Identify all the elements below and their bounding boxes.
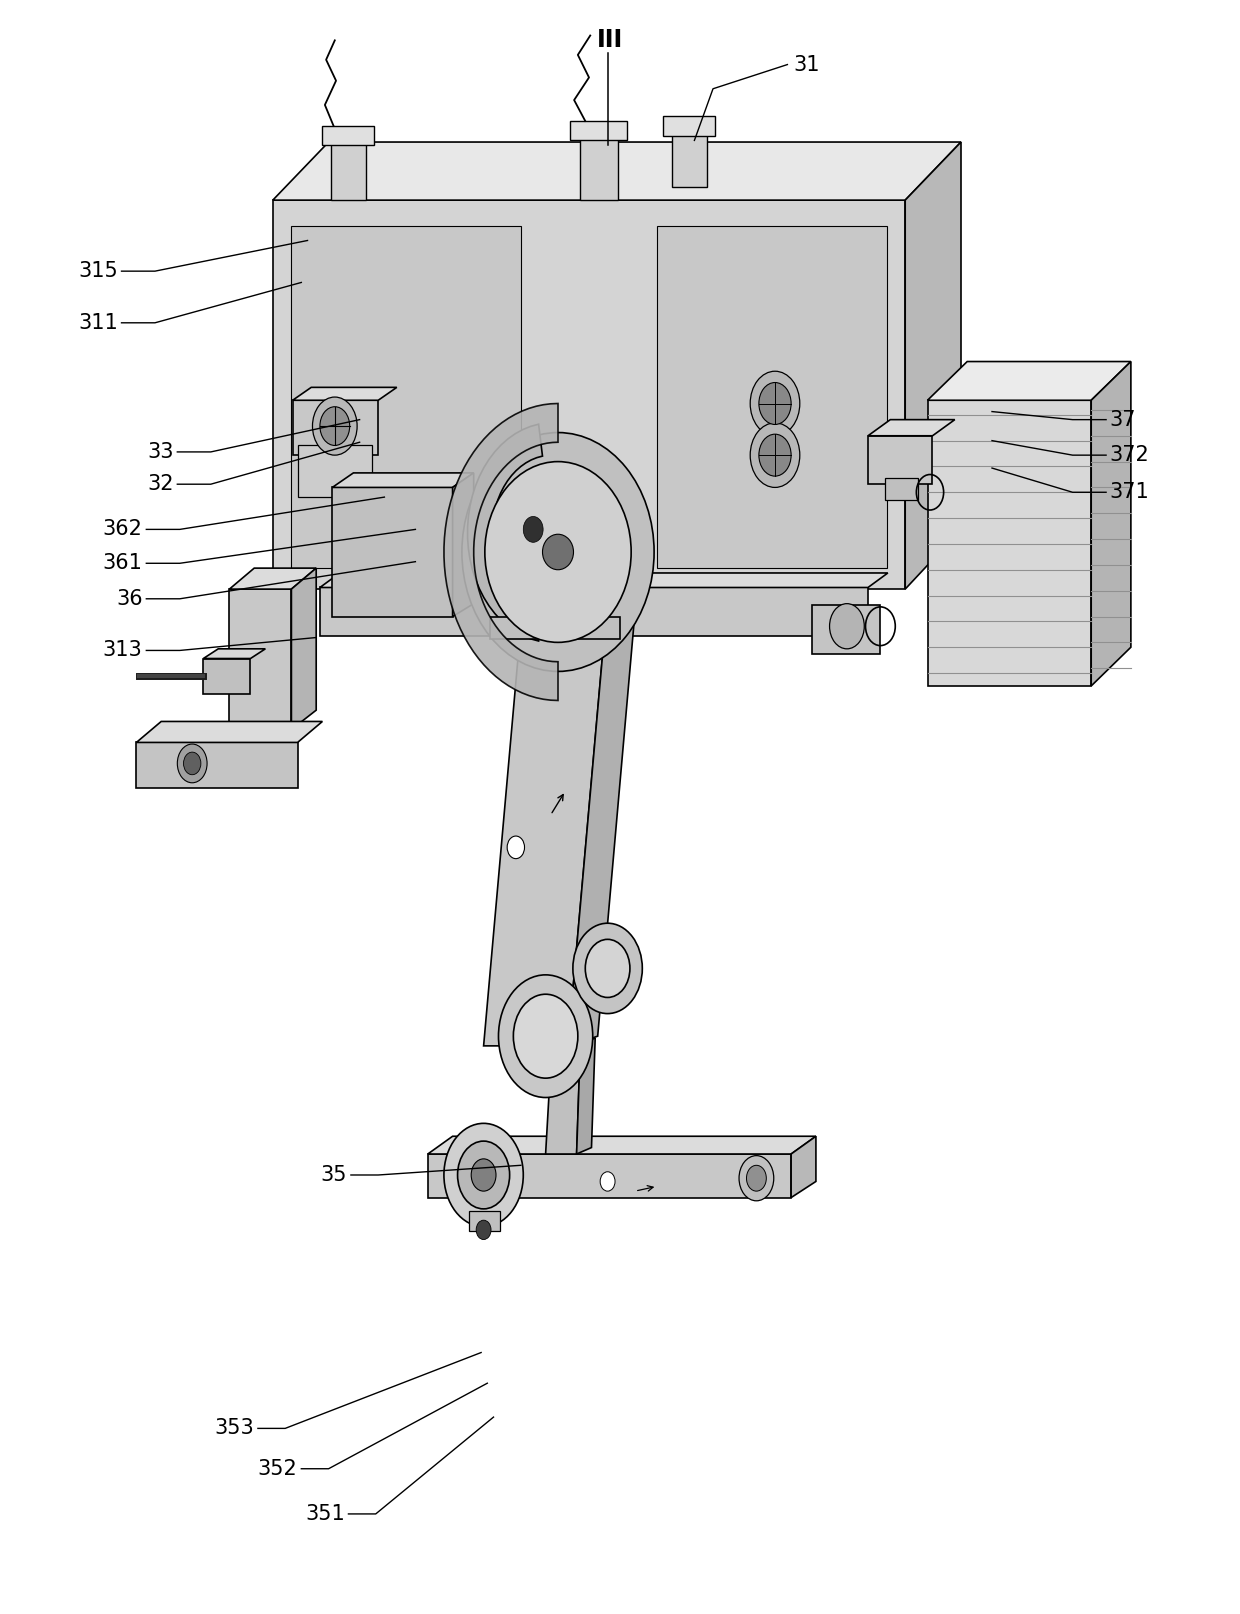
Text: 315: 315 [78, 261, 118, 281]
Polygon shape [490, 617, 620, 639]
Text: 361: 361 [103, 554, 143, 573]
Polygon shape [453, 473, 474, 617]
Circle shape [750, 371, 800, 436]
Polygon shape [868, 420, 955, 436]
Polygon shape [657, 226, 887, 568]
Polygon shape [136, 721, 322, 742]
Circle shape [585, 939, 630, 997]
Circle shape [513, 994, 578, 1078]
Polygon shape [428, 1154, 791, 1198]
Polygon shape [469, 1210, 500, 1231]
Polygon shape [568, 613, 635, 1046]
Text: 313: 313 [103, 641, 143, 660]
Text: 372: 372 [1110, 445, 1149, 465]
Polygon shape [136, 742, 298, 788]
Text: III: III [596, 29, 624, 52]
Text: 37: 37 [1110, 410, 1136, 429]
Circle shape [750, 423, 800, 487]
Polygon shape [322, 126, 374, 145]
Text: 32: 32 [148, 475, 174, 494]
Text: 352: 352 [258, 1459, 298, 1478]
Polygon shape [663, 116, 715, 136]
Circle shape [759, 434, 791, 476]
Polygon shape [332, 487, 453, 617]
Polygon shape [905, 142, 961, 589]
Circle shape [507, 836, 525, 859]
Circle shape [600, 1172, 615, 1191]
Text: 36: 36 [117, 589, 143, 608]
Circle shape [444, 1123, 523, 1227]
Polygon shape [928, 400, 1091, 686]
Polygon shape [928, 362, 1131, 400]
Polygon shape [868, 436, 932, 484]
Polygon shape [291, 226, 521, 568]
Polygon shape [577, 1038, 595, 1154]
Circle shape [476, 1220, 491, 1240]
Polygon shape [298, 445, 372, 497]
Polygon shape [332, 473, 474, 487]
Polygon shape [580, 132, 618, 200]
Circle shape [739, 1156, 774, 1201]
Circle shape [471, 1159, 496, 1191]
Polygon shape [672, 129, 707, 187]
Text: 351: 351 [305, 1504, 345, 1524]
Polygon shape [203, 649, 265, 659]
Circle shape [573, 923, 642, 1014]
Polygon shape [885, 478, 918, 500]
Polygon shape [293, 400, 378, 455]
Polygon shape [812, 605, 880, 654]
Ellipse shape [543, 534, 573, 570]
Ellipse shape [461, 433, 655, 671]
Polygon shape [273, 142, 961, 200]
Polygon shape [203, 659, 250, 694]
Polygon shape [291, 568, 316, 730]
Polygon shape [229, 568, 316, 589]
Polygon shape [320, 573, 888, 587]
Circle shape [759, 383, 791, 424]
Ellipse shape [485, 462, 631, 642]
Polygon shape [273, 200, 905, 589]
Polygon shape [467, 424, 542, 641]
Polygon shape [428, 1136, 816, 1154]
Polygon shape [791, 1136, 816, 1198]
Text: 362: 362 [103, 520, 143, 539]
Polygon shape [331, 139, 366, 200]
Text: 31: 31 [794, 55, 820, 74]
Polygon shape [546, 1046, 580, 1154]
Polygon shape [444, 404, 558, 700]
Circle shape [320, 407, 350, 445]
Circle shape [746, 1165, 766, 1191]
Text: 33: 33 [148, 442, 174, 462]
Polygon shape [320, 587, 868, 636]
Circle shape [184, 752, 201, 775]
Text: 353: 353 [215, 1419, 254, 1438]
Polygon shape [229, 589, 291, 730]
Polygon shape [293, 387, 397, 400]
Circle shape [498, 975, 593, 1098]
Text: 371: 371 [1110, 483, 1149, 502]
Polygon shape [570, 121, 627, 140]
Text: 311: 311 [78, 313, 118, 332]
Circle shape [458, 1141, 510, 1209]
Polygon shape [484, 626, 605, 1046]
Circle shape [830, 604, 864, 649]
Circle shape [312, 397, 357, 455]
Circle shape [177, 744, 207, 783]
Circle shape [523, 516, 543, 542]
Polygon shape [1091, 362, 1131, 686]
Text: 35: 35 [321, 1165, 347, 1185]
